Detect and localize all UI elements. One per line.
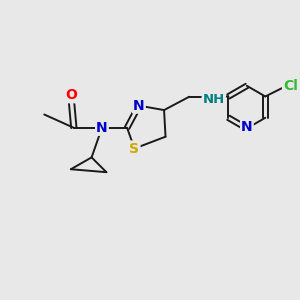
Text: N: N bbox=[96, 121, 108, 135]
Text: N: N bbox=[133, 99, 145, 112]
Text: NH: NH bbox=[202, 93, 225, 106]
Text: N: N bbox=[241, 120, 253, 134]
Text: S: S bbox=[130, 142, 140, 155]
Text: Cl: Cl bbox=[283, 79, 298, 93]
Text: O: O bbox=[65, 88, 77, 102]
